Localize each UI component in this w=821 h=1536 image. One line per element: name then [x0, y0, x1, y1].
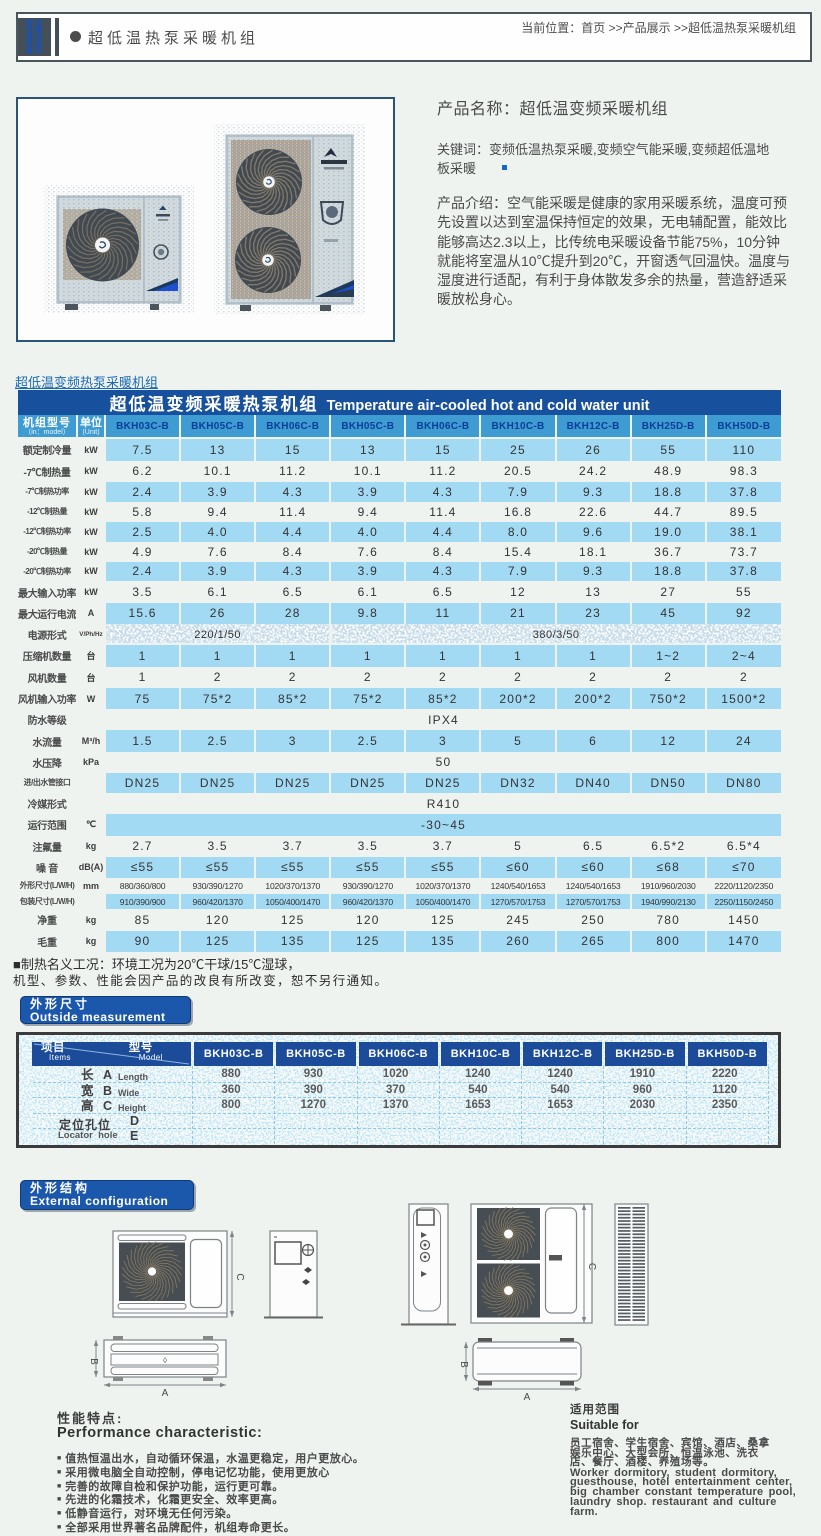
- svg-text:A: A: [524, 1392, 531, 1403]
- svg-text:A: A: [162, 1388, 169, 1399]
- svg-text:B: B: [458, 1361, 469, 1368]
- svg-text:C: C: [586, 1263, 597, 1270]
- svg-text:B: B: [88, 1358, 99, 1365]
- svg-text:◊: ◊: [163, 1356, 167, 1365]
- svg-text:C: C: [234, 1273, 245, 1280]
